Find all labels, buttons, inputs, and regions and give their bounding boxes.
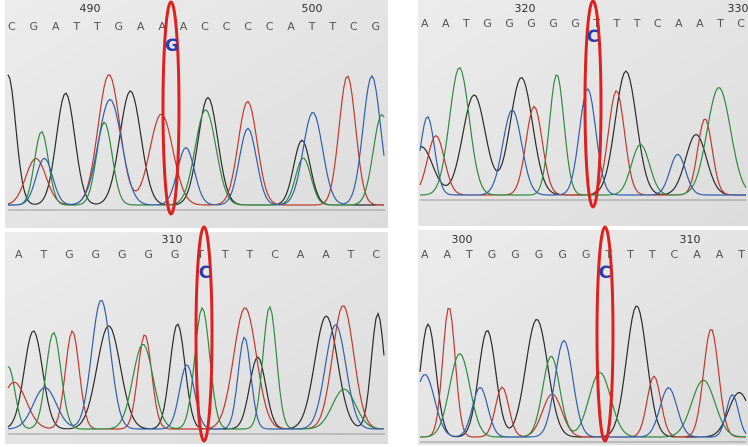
position: 310 xyxy=(680,233,701,246)
trace xyxy=(420,307,746,438)
highlights xyxy=(161,0,615,443)
trace xyxy=(419,352,746,438)
highlight-ellipse xyxy=(595,225,615,443)
base-call: C xyxy=(599,263,611,283)
highlight-ellipse xyxy=(161,0,181,216)
panel-bg xyxy=(5,0,388,228)
trace xyxy=(419,339,747,438)
position: 330 xyxy=(728,2,748,15)
trace xyxy=(7,311,385,430)
highlight-ellipse xyxy=(583,0,603,209)
trace xyxy=(7,299,384,430)
panel: 490 500 C G A T T G A A A C C C C A T T … xyxy=(5,0,388,228)
base-call: C xyxy=(199,263,211,283)
base-call: G xyxy=(165,36,179,56)
position: 310 xyxy=(162,233,183,246)
traces xyxy=(7,66,747,443)
highlight-ellipse xyxy=(194,225,214,443)
position: 320 xyxy=(515,2,536,15)
sequence: A A T G G G G G T T T C A A T xyxy=(421,248,745,261)
position: 500 xyxy=(302,2,323,15)
trace xyxy=(7,305,384,430)
position: 300 xyxy=(452,233,473,246)
trace xyxy=(8,74,385,206)
base-call: C xyxy=(587,27,599,47)
position: 490 xyxy=(80,2,101,15)
trace xyxy=(419,87,746,196)
trace xyxy=(7,74,384,206)
